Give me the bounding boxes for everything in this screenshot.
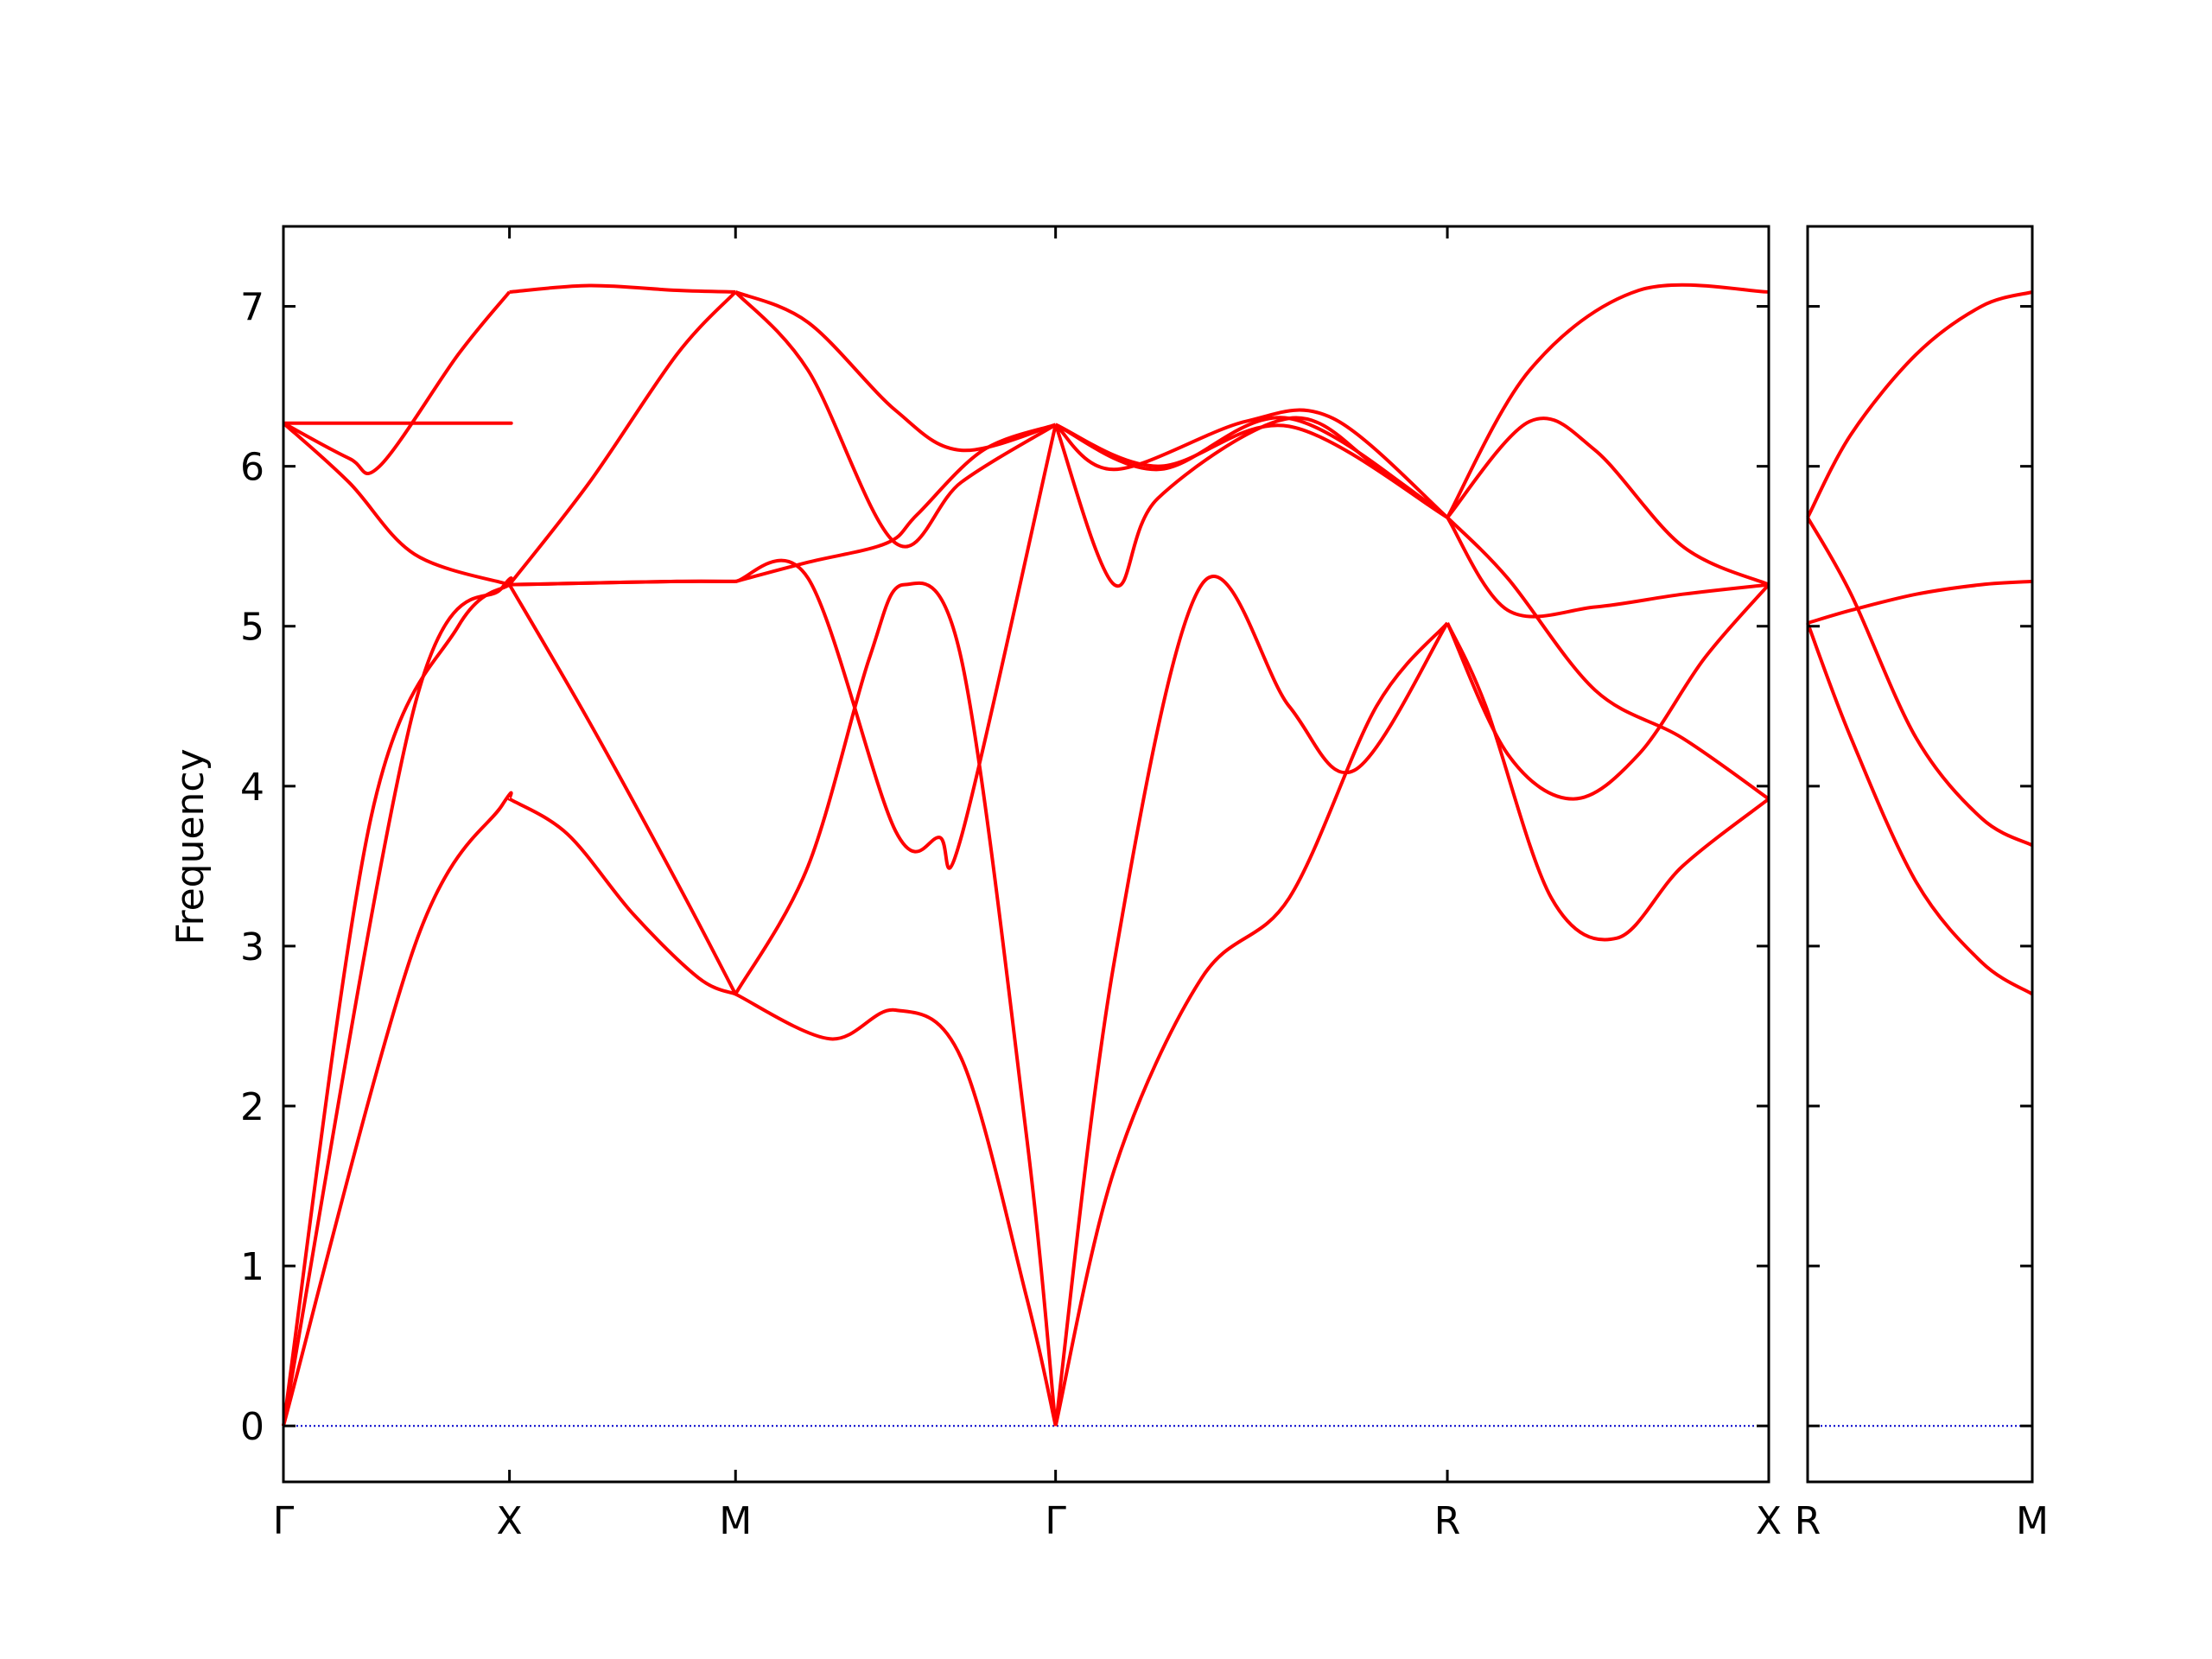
y-tick-label: 0: [240, 1405, 264, 1449]
band-line-6: [283, 283, 1770, 586]
x-tick-label: X: [1756, 1499, 1782, 1543]
y-tick-label: 6: [240, 446, 264, 490]
x-tick-label: R: [1434, 1499, 1461, 1543]
y-tick-label: 5: [240, 606, 264, 650]
y-tick-label: 1: [240, 1245, 264, 1289]
y-tick-label: 7: [240, 286, 264, 330]
y-tick-label: 4: [240, 766, 264, 810]
band-line-1: [282, 621, 1770, 1427]
y-axis-label: Frequency: [168, 748, 213, 944]
y-tick-label: 2: [240, 1085, 264, 1129]
band-line-5: [283, 283, 1770, 587]
x-tick-label: R: [1795, 1499, 1821, 1543]
band-line-1: [1806, 622, 2034, 996]
band-line-2: [282, 575, 1770, 1427]
band-line-4: [282, 408, 1770, 619]
panel-frame: [1806, 225, 2034, 1484]
band-line-3: [282, 416, 1770, 1427]
x-tick-label: Γ: [1045, 1499, 1066, 1543]
x-tick-label: M: [719, 1499, 752, 1543]
x-tick-label: Γ: [273, 1499, 295, 1543]
panel-1: 0 1 2 3 4 5 6 7 Γ X M Γ R X: [240, 225, 1782, 1543]
band-line-2: [1807, 579, 2033, 625]
band-line-3: [1806, 516, 2033, 848]
x-tick-label: M: [2016, 1499, 2049, 1543]
panel-frame: [282, 225, 1770, 1484]
band-line-4: [1806, 289, 2033, 518]
y-tick-label: 3: [240, 925, 264, 969]
x-tick-label: X: [497, 1499, 523, 1543]
